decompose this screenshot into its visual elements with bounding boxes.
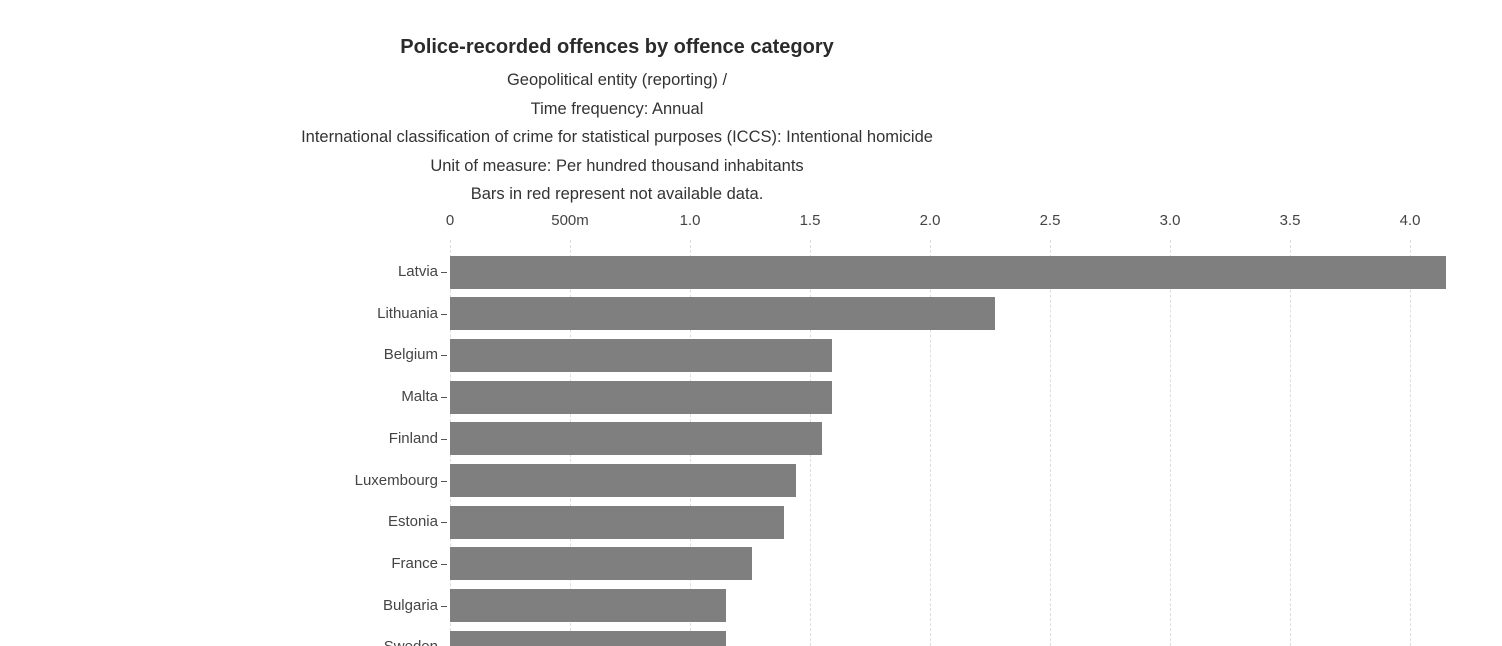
category-label: Belgium [383,346,438,364]
bar [450,589,726,623]
category-label: Finland [388,429,438,447]
x-tick-label: 3.5 [1279,212,1301,229]
category-label: Lithuania [377,304,438,322]
y-tick-mark [441,563,447,565]
category-label: Estonia [387,513,438,531]
x-tick-label: 1.5 [799,212,821,229]
category-label: Luxembourg [354,471,438,489]
bar [450,630,726,646]
category-label: Sweden [0,638,438,646]
chart-header: Police-recorded offences by offence cate… [0,34,1234,209]
x-tick-label: 3.0 [1159,212,1181,229]
chart-title: Police-recorded offences by offence cate… [400,36,834,58]
y-tick-mark [441,397,447,399]
y-tick-mark [441,480,447,482]
chart-subtitle-line-3: International classification of crime fo… [301,128,933,146]
x-tick-label: 1.0 [679,212,701,229]
bar [450,547,753,581]
x-tick-label: 500m [551,212,589,229]
x-tick-label: 2.0 [919,212,941,229]
chart-subtitle-line-4: Unit of measure: Per hundred thousand in… [430,156,804,175]
y-tick-mark [441,272,447,273]
y-tick-mark [441,605,447,607]
chart-subtitle-line-5: Bars in red represent not available data… [470,185,764,203]
x-gridline [1290,240,1291,646]
bar [450,380,832,414]
chart-subtitle-line-2: Time frequency: Annual [530,99,704,118]
bar [450,255,1446,289]
category-label: Malta [401,388,438,406]
chart-subtitle-line-1: Geopolitical entity (reporting) / [506,71,728,89]
y-tick-mark [441,313,447,315]
category-label: France [391,554,438,572]
category-label: Bulgaria [382,596,438,614]
bar [450,505,784,539]
x-tick-label: 2.5 [1039,212,1061,229]
x-gridline [930,240,931,646]
y-tick-mark [441,355,447,357]
x-gridline [1170,240,1171,646]
x-tick-label: 0 [445,212,455,229]
bar [450,338,832,372]
bar [450,297,995,331]
y-tick-mark [441,438,447,440]
x-gridline [1410,240,1411,646]
y-tick-mark [441,522,447,524]
bar [450,464,796,497]
category-label: Latvia [397,263,438,280]
bar [450,422,822,456]
x-gridline [1050,240,1051,646]
x-tick-label: 4.0 [1399,212,1421,229]
